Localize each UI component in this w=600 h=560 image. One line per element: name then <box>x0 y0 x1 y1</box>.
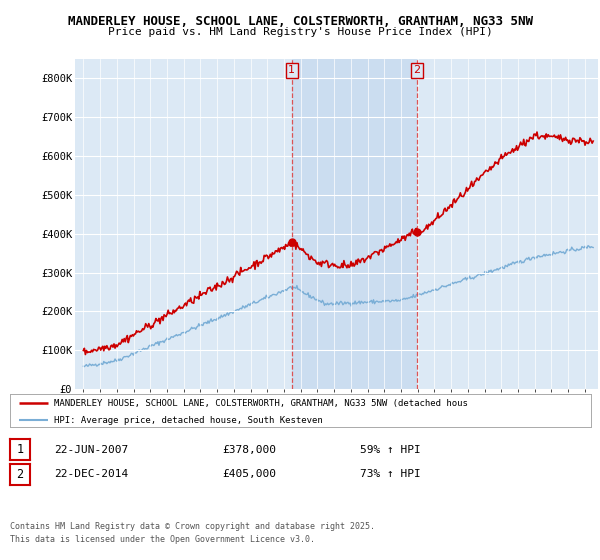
Text: HPI: Average price, detached house, South Kesteven: HPI: Average price, detached house, Sout… <box>54 416 323 424</box>
Text: 73% ↑ HPI: 73% ↑ HPI <box>360 469 421 479</box>
Text: 59% ↑ HPI: 59% ↑ HPI <box>360 445 421 455</box>
Text: £378,000: £378,000 <box>222 445 276 455</box>
Bar <box>292 59 417 389</box>
Text: 22-DEC-2014: 22-DEC-2014 <box>54 469 128 479</box>
Text: Price paid vs. HM Land Registry's House Price Index (HPI): Price paid vs. HM Land Registry's House … <box>107 27 493 38</box>
Text: £405,000: £405,000 <box>222 469 276 479</box>
Text: Contains HM Land Registry data © Crown copyright and database right 2025.
This d: Contains HM Land Registry data © Crown c… <box>10 522 375 544</box>
Text: MANDERLEY HOUSE, SCHOOL LANE, COLSTERWORTH, GRANTHAM, NG33 5NW (detached hous: MANDERLEY HOUSE, SCHOOL LANE, COLSTERWOR… <box>54 399 467 408</box>
Text: 1: 1 <box>17 443 23 456</box>
Text: MANDERLEY HOUSE, SCHOOL LANE, COLSTERWORTH, GRANTHAM, NG33 5NW: MANDERLEY HOUSE, SCHOOL LANE, COLSTERWOR… <box>67 15 533 28</box>
Text: 22-JUN-2007: 22-JUN-2007 <box>54 445 128 455</box>
Text: 1: 1 <box>289 66 295 76</box>
Text: 2: 2 <box>413 66 421 76</box>
Text: 2: 2 <box>17 468 23 481</box>
